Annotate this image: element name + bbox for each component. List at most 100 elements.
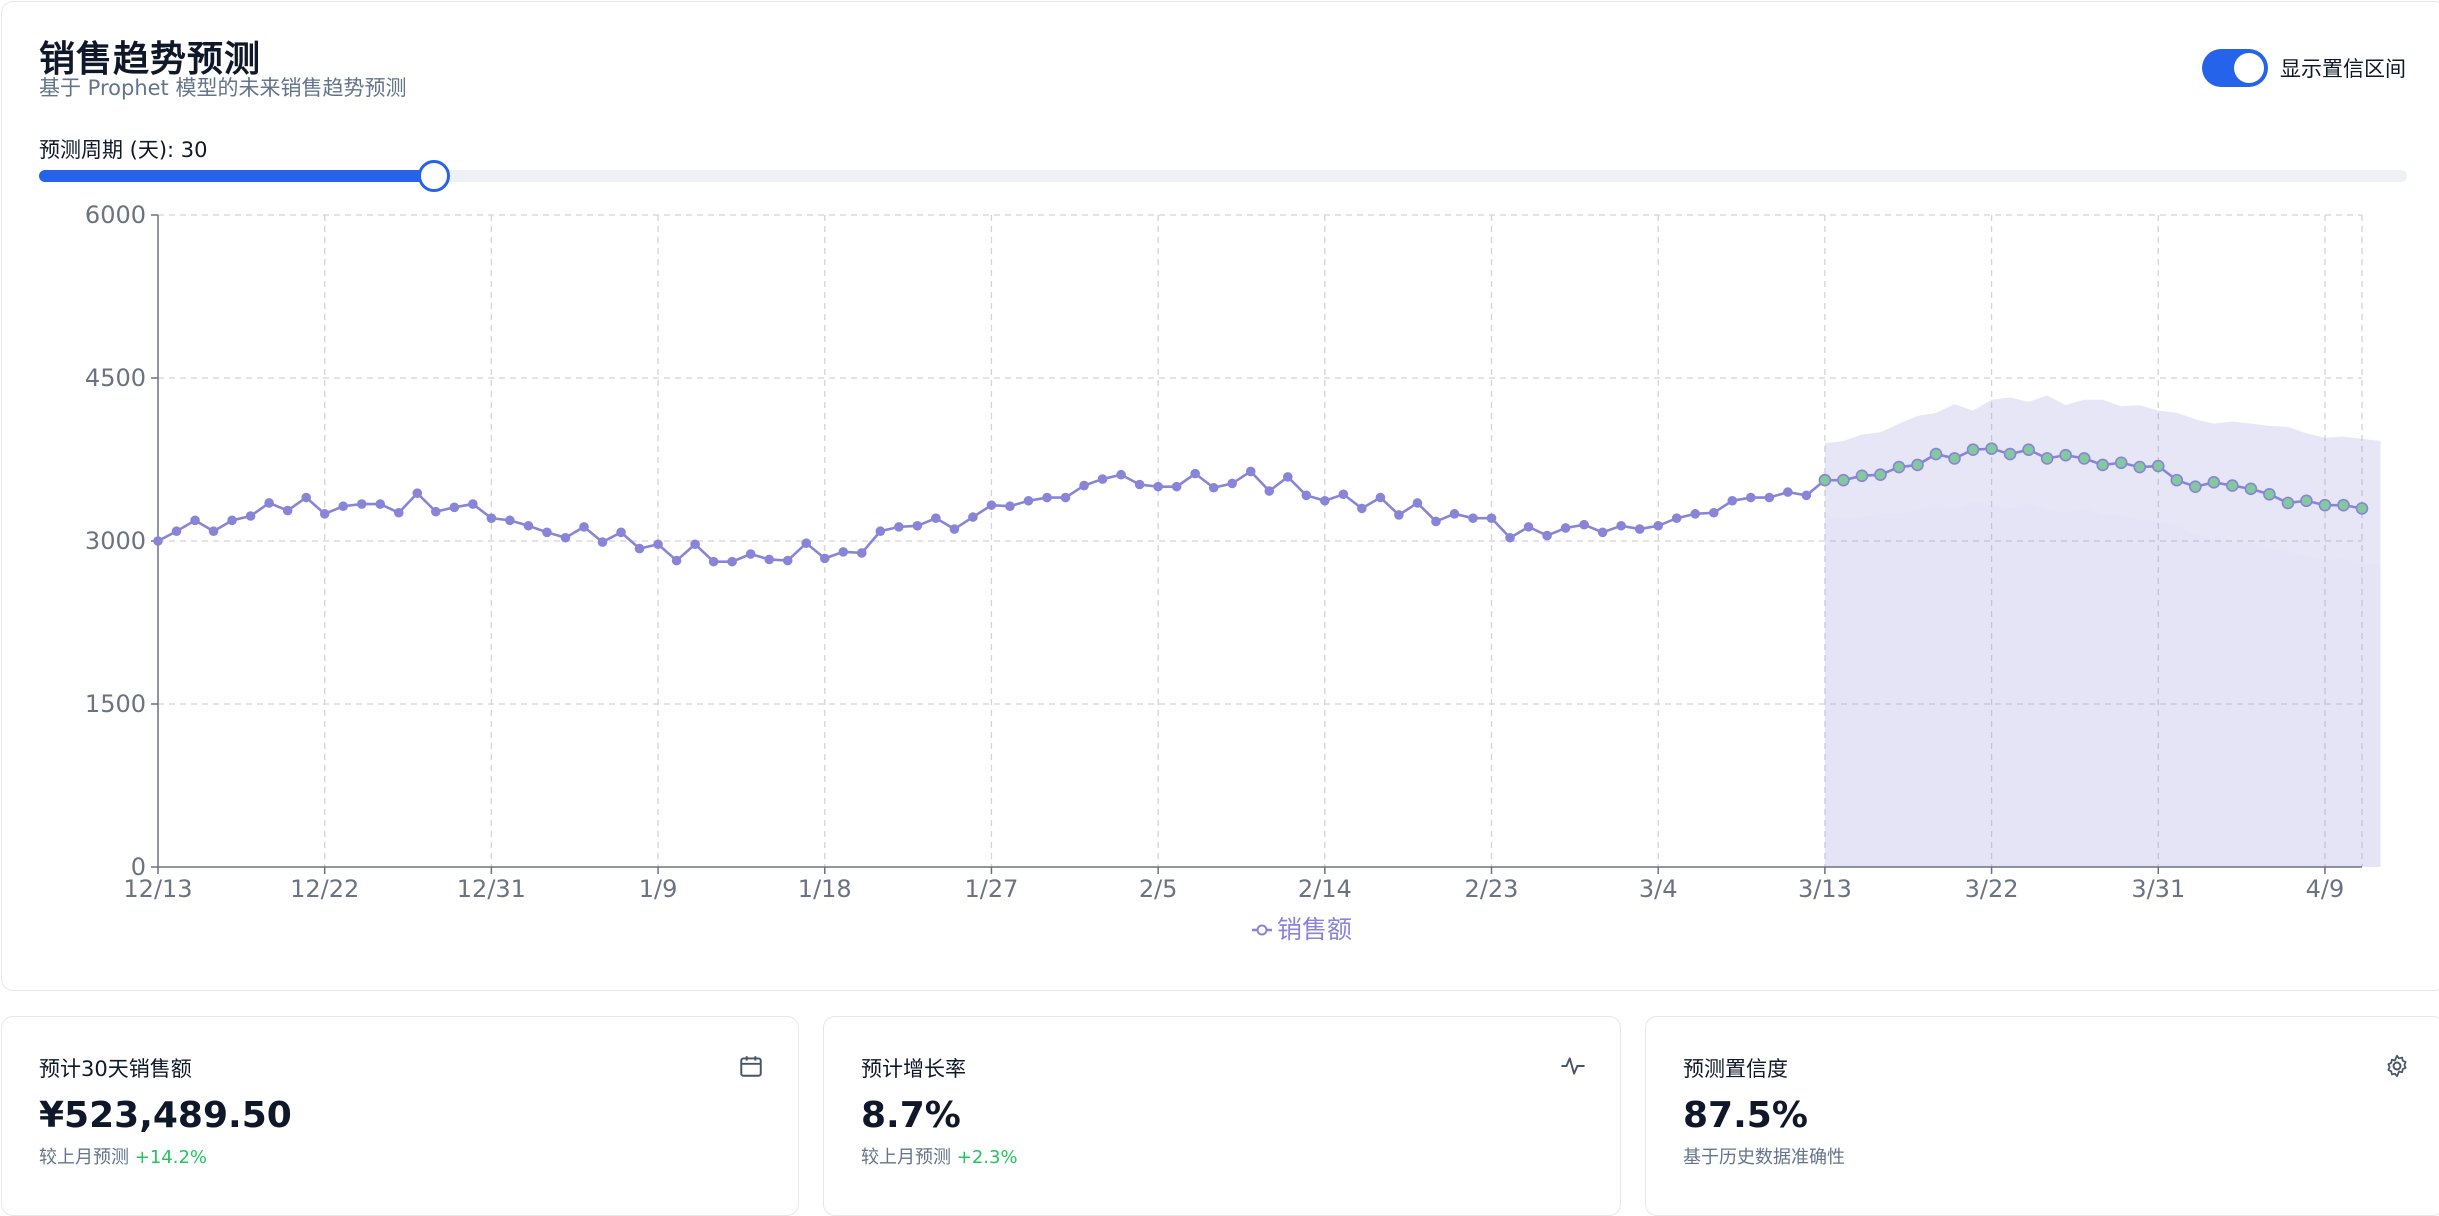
data-point: [727, 556, 737, 567]
data-point: [356, 499, 367, 509]
data-point: [1245, 466, 1256, 477]
legend-swatch-dot: [1256, 924, 1268, 936]
data-point: [1190, 468, 1200, 479]
forecast-card: 销售趋势预测 基于 Prophet 模型的未来销售趋势预测 显示置信区间 预测周…: [1, 1, 2439, 991]
data-point: [1746, 492, 1756, 503]
data-point: [1708, 507, 1719, 518]
page-title: 销售趋势预测: [39, 39, 262, 80]
y-tick-label: 4500: [85, 364, 146, 392]
x-tick-label: 12/13: [123, 875, 192, 903]
data-point: [708, 556, 719, 567]
data-point: [1394, 510, 1404, 520]
data-point: [1023, 495, 1034, 506]
x-tick-label: 1/18: [798, 875, 852, 903]
data-point: [486, 513, 497, 523]
data-point: [2003, 447, 2017, 461]
x-tick-label: 3/31: [2131, 875, 2185, 903]
stat-value: ¥523,489.50: [39, 1095, 292, 1136]
sales-forecast-chart: 0 1500 3000 4500 6000 12/13 12/22 12/31 1/9 1/18 1…: [85, 201, 2381, 944]
data-point: [1116, 469, 1126, 480]
data-point: [431, 506, 441, 517]
data-point: [838, 547, 849, 557]
x-tick-label: 2/23: [1465, 875, 1519, 903]
y-tick-label: 6000: [85, 201, 146, 229]
data-point: [2318, 498, 2332, 512]
page-subtitle: 基于 Prophet 模型的未来销售趋势预测: [39, 76, 407, 100]
data-point: [2151, 459, 2165, 473]
data-point: [1690, 509, 1701, 519]
stat-card-growth-rate: 预计增长率 8.7% 较上月预测 +2.3%: [823, 1016, 1621, 1216]
data-point: [2355, 502, 2369, 515]
data-point: [2207, 476, 2221, 489]
data-point: [282, 505, 293, 516]
stat-title: 预计增长率: [861, 1057, 966, 1081]
data-point: [1653, 520, 1664, 531]
data-point: [264, 498, 274, 508]
stat-note: 较上月预测 +14.2%: [39, 1147, 207, 1168]
data-point: [1966, 443, 1980, 457]
stat-title: 预测置信度: [1683, 1057, 1788, 1081]
calendar-icon: [740, 1056, 762, 1077]
lower-band-area: [1824, 501, 2381, 867]
data-point: [2040, 452, 2054, 465]
data-point: [671, 555, 682, 566]
data-point: [301, 492, 311, 503]
data-point: [1486, 513, 1497, 523]
data-point: [2170, 473, 2184, 487]
data-point: [227, 515, 237, 526]
data-point: [1282, 472, 1293, 482]
y-tick-label: 3000: [85, 527, 146, 555]
gear-icon: [2387, 1054, 2407, 1078]
data-point: [153, 536, 163, 546]
data-point: [1005, 501, 1015, 512]
data-point: [1505, 532, 1515, 543]
legend-label: 销售额: [1277, 915, 1352, 944]
data-point: [171, 526, 182, 537]
x-tick-label: 4/9: [2306, 875, 2345, 903]
data-point: [2189, 480, 2202, 493]
data-point: [2133, 460, 2147, 474]
data-point: [1560, 523, 1571, 533]
data-point: [819, 553, 830, 564]
data-point: [1079, 480, 1089, 491]
data-point: [968, 512, 978, 522]
data-point: [1357, 503, 1367, 514]
data-point: [894, 522, 904, 532]
data-point: [1837, 473, 1850, 487]
data-point: [1449, 509, 1460, 519]
slider-thumb[interactable]: [417, 160, 450, 192]
x-tick-label: 3/22: [1965, 875, 2019, 903]
data-point: [2226, 479, 2239, 492]
data-point: [1375, 492, 1386, 503]
stat-note: 基于历史数据准确性: [1683, 1147, 1845, 1168]
data-point: [208, 526, 219, 537]
stat-value: 8.7%: [861, 1095, 961, 1136]
x-tick-label: 3/13: [1798, 875, 1852, 903]
forecast-period-slider[interactable]: [39, 160, 2407, 192]
confidence-interval-toggle[interactable]: [2202, 49, 2268, 87]
data-point: [2096, 458, 2110, 472]
data-point: [245, 511, 256, 521]
data-point: [1801, 490, 1812, 501]
data-point: [1301, 490, 1312, 501]
data-point: [1911, 458, 1924, 472]
data-point: [393, 507, 404, 518]
x-tick-label: 1/9: [639, 875, 678, 903]
data-point: [523, 520, 534, 531]
data-point: [856, 548, 867, 558]
data-point: [1171, 481, 1182, 492]
data-point: [1783, 487, 1793, 497]
confidence-toggle-label: 显示置信区间: [2280, 57, 2406, 81]
data-point: [449, 502, 460, 513]
data-point: [2300, 494, 2313, 508]
data-point: [1948, 452, 1961, 465]
data-point: [745, 549, 756, 559]
x-tick-label: 1/27: [964, 875, 1018, 903]
data-point: [1060, 492, 1071, 503]
toggle-knob: [2234, 53, 2264, 83]
data-point: [1579, 519, 1589, 530]
x-tick-label: 12/22: [290, 875, 359, 903]
data-point: [1412, 498, 1423, 508]
data-point: [1874, 468, 1887, 482]
stat-delta: +14.2%: [134, 1147, 207, 1168]
